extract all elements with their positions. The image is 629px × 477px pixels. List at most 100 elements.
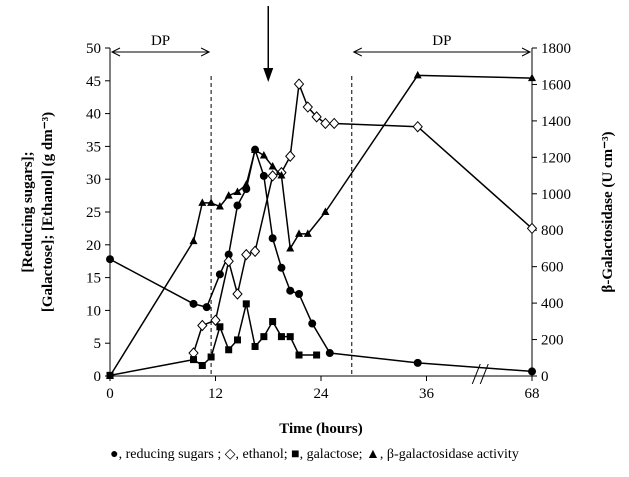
data-point-circle [202, 303, 211, 312]
y-right-tick-label: 200 [541, 333, 564, 349]
data-point-square [313, 351, 321, 359]
data-point-diamond [232, 288, 243, 300]
data-point-diamond [311, 111, 322, 123]
x-tick-label: 12 [208, 386, 223, 402]
y-left-tick-label: 0 [94, 369, 102, 385]
y-right-tick-label: 1000 [541, 187, 571, 203]
y-right-tick-label: 600 [541, 260, 564, 276]
data-point-circle [286, 286, 295, 295]
data-point-square [198, 362, 206, 370]
y-right-tick-label: 1600 [541, 77, 571, 93]
data-point-diamond [210, 314, 221, 326]
dp-label: DP [432, 33, 451, 49]
data-point-triangle [277, 171, 286, 179]
data-point-triangle [413, 70, 422, 79]
data-point-square [225, 346, 233, 354]
data-point-square [216, 323, 224, 331]
data-point-diamond [249, 245, 261, 258]
data-point-circle [413, 358, 422, 367]
data-point-diamond [285, 150, 296, 162]
data-point-square [277, 333, 285, 341]
series-group [106, 70, 538, 379]
data-point-triangle [528, 73, 536, 82]
y-right-tick-label: 400 [541, 296, 564, 312]
data-point-square [295, 351, 303, 359]
data-point-triangle [286, 243, 295, 252]
data-point-triangle [242, 180, 251, 188]
data-point-circle [259, 171, 268, 180]
x-tick-label: 24 [314, 386, 330, 402]
data-point-circle [308, 319, 317, 328]
data-point-triangle [251, 145, 260, 154]
dp-arrow-head-right [200, 47, 211, 57]
data-point-square [207, 353, 215, 361]
data-point-square [242, 300, 250, 308]
axis-titles: Time (hours) [Reducing sugars]; [Galacto… [20, 112, 616, 437]
data-point-diamond [320, 117, 331, 130]
y-left-tick-label: 35 [86, 139, 101, 155]
data-point-circle [189, 299, 198, 308]
x-tick-label: 0 [106, 386, 114, 402]
data-point-circle [277, 263, 286, 272]
data-point-triangle [106, 371, 114, 379]
data-point-circle [268, 234, 277, 243]
y-right-tick-label: 1800 [541, 41, 571, 57]
data-point-diamond [412, 120, 423, 133]
data-point-circle [295, 290, 304, 298]
data-point-triangle [321, 207, 330, 215]
data-point-square [286, 333, 294, 341]
data-point-circle [215, 270, 224, 279]
data-point-diamond [241, 248, 252, 261]
data-point-square [260, 333, 268, 341]
y-left-tick-label: 30 [86, 172, 101, 188]
data-point-triangle [303, 229, 312, 237]
data-point-circle [233, 201, 242, 210]
data-point-triangle [207, 198, 216, 206]
data-point-diamond [302, 101, 313, 113]
series-line-circle [109, 148, 533, 373]
data-point-square [190, 356, 198, 364]
data-point-triangle [198, 198, 207, 206]
y-right-axis-title: β-Galactosidase (U cm⁻³) [600, 131, 616, 292]
dp-label: DP [151, 33, 170, 49]
data-point-square [251, 342, 259, 350]
data-point-triangle [224, 191, 233, 199]
y-left-tick-label: 50 [86, 41, 101, 57]
y-left-tick-label: 10 [86, 303, 101, 319]
y-right-tick-label: 1400 [541, 114, 571, 130]
data-point-diamond [267, 170, 278, 182]
series-triangle [106, 70, 536, 379]
data-point-circle [528, 367, 536, 376]
y-right-tick-label: 800 [541, 223, 564, 239]
axes: 0510152025303540455002004006008001000120… [86, 41, 571, 402]
y-right-tick-label: 0 [541, 369, 549, 385]
data-point-diamond [197, 319, 208, 332]
x-axis-title: Time (hours) [279, 421, 362, 437]
y-left-tick-label: 5 [94, 336, 102, 352]
data-point-diamond [526, 222, 538, 235]
data-point-diamond [329, 117, 340, 130]
y-left-axis-title-line-2: [Galactose]; [Ethanol] (g dm⁻³) [40, 112, 56, 312]
data-point-triangle [268, 161, 277, 170]
data-point-diamond [293, 78, 305, 90]
series-circle [106, 145, 536, 376]
data-point-triangle [215, 202, 224, 210]
legend: ●, reducing sugars ; ◇, ethanol; ■, gala… [110, 447, 519, 462]
x-tick-label: 36 [419, 386, 435, 402]
data-point-triangle [233, 187, 242, 195]
y-left-tick-label: 45 [86, 74, 101, 90]
data-point-circle [224, 250, 233, 259]
y-left-tick-label: 20 [86, 238, 101, 254]
phase-dividers [210, 76, 353, 376]
data-point-circle [325, 349, 334, 358]
y-left-tick-label: 15 [86, 271, 101, 287]
series-square [106, 300, 321, 379]
y-left-tick-label: 40 [86, 107, 101, 123]
dp-arrow-head-left [352, 47, 362, 57]
x-tick-label: 68 [525, 386, 540, 402]
data-point-triangle [189, 236, 198, 245]
y-left-axis-title-line-1: [Reducing sugars]; [20, 151, 36, 272]
feed-arrow-head [263, 68, 274, 82]
annotations: DP DP [110, 6, 532, 82]
